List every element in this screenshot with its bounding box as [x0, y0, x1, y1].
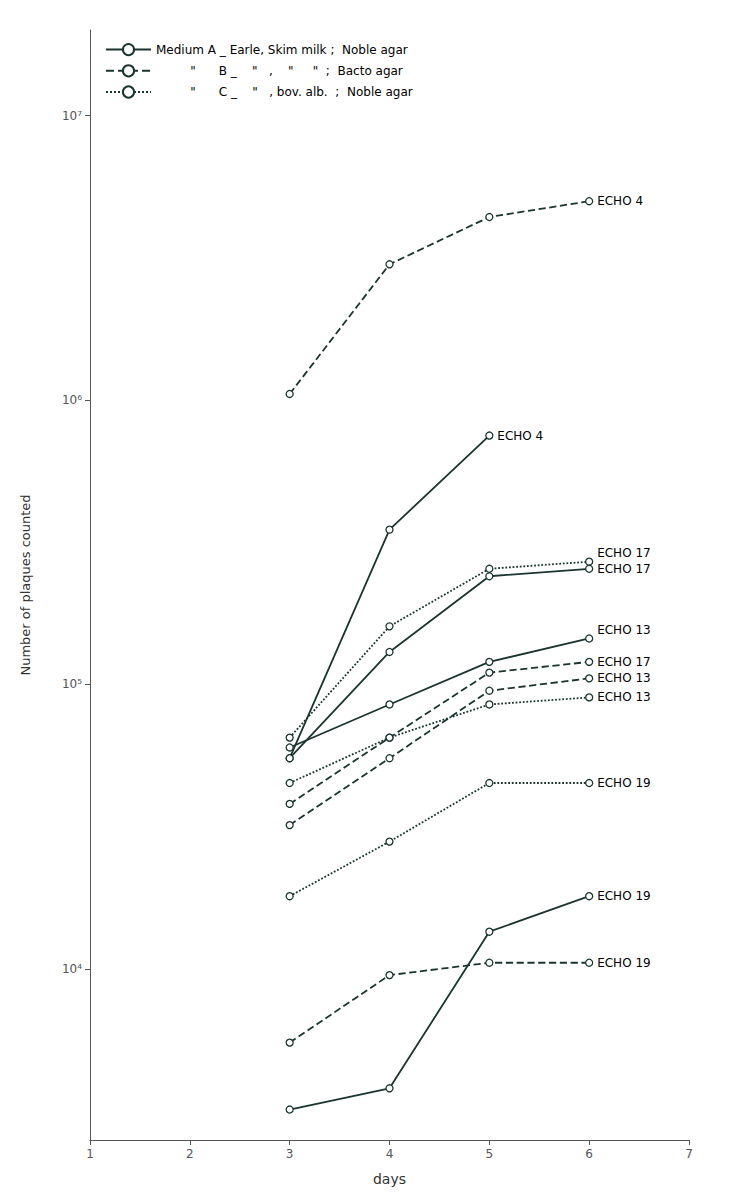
svg-text:ECHO 13: ECHO 13 — [597, 623, 651, 637]
svg-text:ECHO 19: ECHO 19 — [597, 776, 651, 790]
svg-text:" B _ " , " ": " B _ " , " " ; Bacto agar — [156, 64, 403, 78]
svg-text:Number of plaques counted: Number of plaques counted — [18, 494, 33, 675]
svg-text:ECHO 17: ECHO 17 — [597, 562, 651, 576]
svg-text:6: 6 — [585, 1147, 593, 1161]
svg-text:" C _ " , bov. alb.: " C _ " , bov. alb. ; Noble agar — [156, 85, 413, 99]
svg-text:days: days — [373, 1171, 406, 1187]
svg-text:3: 3 — [286, 1147, 294, 1161]
svg-text:10⁴: 10⁴ — [62, 962, 82, 976]
svg-text:10⁵: 10⁵ — [62, 677, 82, 691]
svg-text:1: 1 — [86, 1147, 94, 1161]
svg-text:ECHO 17: ECHO 17 — [597, 546, 651, 560]
svg-text:5: 5 — [486, 1147, 494, 1161]
svg-text:ECHO 4: ECHO 4 — [597, 194, 643, 208]
svg-text:4: 4 — [386, 1147, 394, 1161]
svg-text:2: 2 — [186, 1147, 194, 1161]
svg-text:7: 7 — [685, 1147, 693, 1161]
svg-text:10⁶: 10⁶ — [62, 393, 82, 407]
svg-text:ECHO 13: ECHO 13 — [597, 690, 651, 704]
svg-text:Medium A _ Earle, Skim milk ;: Medium A _ Earle, Skim milk ; Noble agar — [156, 43, 408, 57]
svg-text:ECHO 4: ECHO 4 — [497, 429, 543, 443]
svg-text:10⁷: 10⁷ — [62, 109, 82, 123]
svg-text:ECHO 17: ECHO 17 — [597, 655, 651, 669]
svg-text:ECHO 13: ECHO 13 — [597, 671, 651, 685]
svg-text:ECHO 19: ECHO 19 — [597, 956, 651, 970]
svg-text:ECHO 19: ECHO 19 — [597, 889, 651, 903]
